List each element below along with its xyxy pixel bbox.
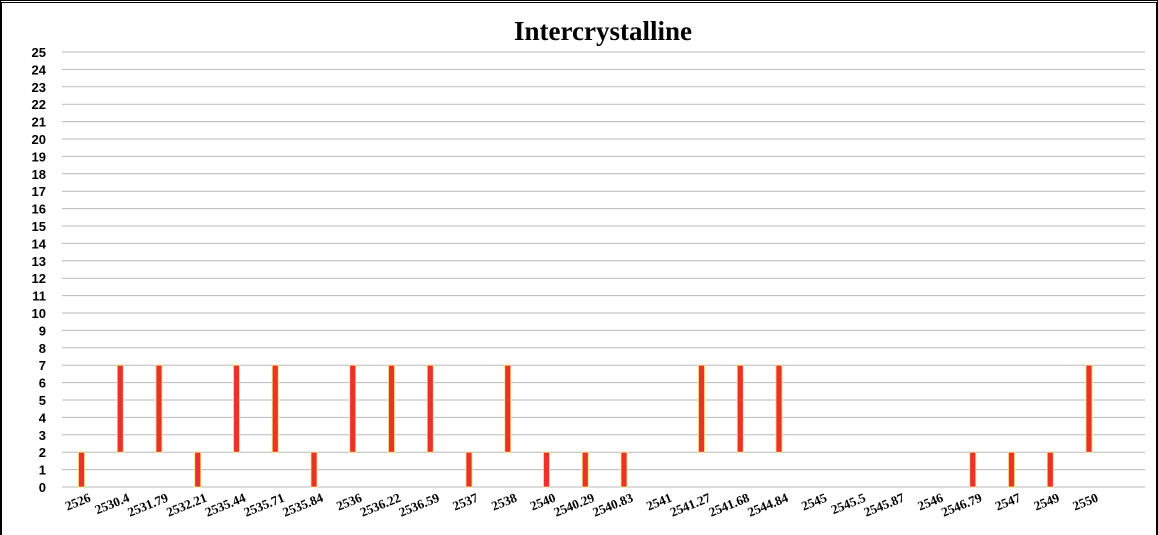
- y-tick-label: 21: [32, 115, 46, 130]
- y-tick-label: 19: [32, 149, 46, 164]
- bar: [310, 451, 318, 488]
- x-tick-label: 2538: [489, 490, 519, 514]
- bar: [1008, 451, 1015, 488]
- bar: [78, 451, 85, 488]
- x-tick-label: 2536.59: [397, 490, 442, 520]
- x-tick-label: 2550: [1070, 490, 1100, 514]
- x-tick-label: 2540.83: [590, 490, 635, 520]
- x-tick-label: 2535.84: [280, 490, 325, 520]
- x-tick-label: 2544.84: [745, 490, 790, 520]
- bar: [233, 364, 240, 453]
- x-tick-label: 2537: [450, 490, 480, 514]
- bar: [736, 364, 744, 453]
- y-tick-label: 13: [32, 254, 46, 269]
- bar: [581, 451, 589, 488]
- y-tick-label: 24: [32, 62, 47, 77]
- y-tick-label: 3: [39, 428, 46, 443]
- x-axis-ticks: 2526 2530.42531.792532.212535.442535.7125…: [63, 490, 1100, 520]
- y-tick-label: 14: [32, 236, 47, 251]
- y-tick-label: 22: [32, 97, 46, 112]
- bar: [775, 364, 783, 453]
- bar: [388, 364, 395, 453]
- bar: [1046, 451, 1054, 488]
- bar: [426, 364, 434, 453]
- y-tick-label: 23: [32, 80, 46, 95]
- x-tick-label: 2526: [63, 490, 93, 514]
- y-tick-label: 10: [32, 306, 46, 321]
- x-tick-label: 2531.79: [125, 490, 170, 520]
- y-tick-label: 11: [32, 289, 46, 304]
- x-tick-label: 2535.44: [203, 490, 248, 520]
- y-tick-label: 9: [39, 323, 46, 338]
- y-tick-label: 6: [39, 376, 46, 391]
- x-tick-label: 2545.5: [829, 490, 868, 517]
- bars: [78, 364, 1093, 488]
- y-tick-label: 0: [39, 480, 46, 495]
- x-tick-label: 2546.79: [939, 490, 984, 520]
- y-tick-label: 8: [39, 341, 46, 356]
- x-tick-label: 2549: [1032, 490, 1062, 514]
- bar: [504, 364, 512, 453]
- bar: [698, 364, 705, 453]
- y-tick-label: 18: [32, 167, 46, 182]
- y-tick-label: 5: [39, 393, 46, 408]
- bar: [194, 451, 202, 488]
- y-tick-label: 16: [32, 202, 46, 217]
- y-tick-label: 17: [32, 184, 46, 199]
- x-tick-label: 2530.4: [93, 490, 132, 517]
- y-tick-label: 4: [39, 410, 47, 425]
- x-tick-label: 2541.68: [707, 490, 752, 520]
- y-tick-label: 7: [39, 358, 46, 373]
- bar: [620, 451, 628, 488]
- x-tick-label: 2532.21: [164, 490, 209, 520]
- y-tick-label: 25: [32, 45, 46, 60]
- y-tick-label: 2: [39, 445, 46, 460]
- x-tick-label: 2545.87: [862, 490, 907, 520]
- y-tick-label: 12: [32, 271, 46, 286]
- y-tick-label: 15: [32, 219, 46, 234]
- grid-lines: [62, 51, 1145, 488]
- bar: [465, 451, 473, 488]
- y-axis-ticks: 0123456789101112131415161718192021222324…: [32, 45, 47, 495]
- x-tick-label: 2541.27: [668, 490, 713, 520]
- bar: [969, 451, 977, 488]
- bar: [543, 451, 550, 488]
- x-tick-label: 2547: [993, 490, 1023, 514]
- bar: [1085, 364, 1093, 453]
- chart-title: Intercrystalline: [514, 16, 692, 46]
- x-tick-label: 2540.29: [552, 490, 597, 520]
- y-tick-label: 1: [39, 463, 46, 478]
- bar: [349, 364, 357, 453]
- bar: [155, 364, 163, 453]
- x-tick-label: 2535.71: [242, 490, 287, 520]
- bar: [271, 364, 279, 453]
- bar: [116, 364, 124, 453]
- x-tick-label: 2536.22: [358, 490, 403, 520]
- x-tick-label: 2545: [799, 490, 829, 514]
- y-tick-label: 20: [32, 132, 46, 147]
